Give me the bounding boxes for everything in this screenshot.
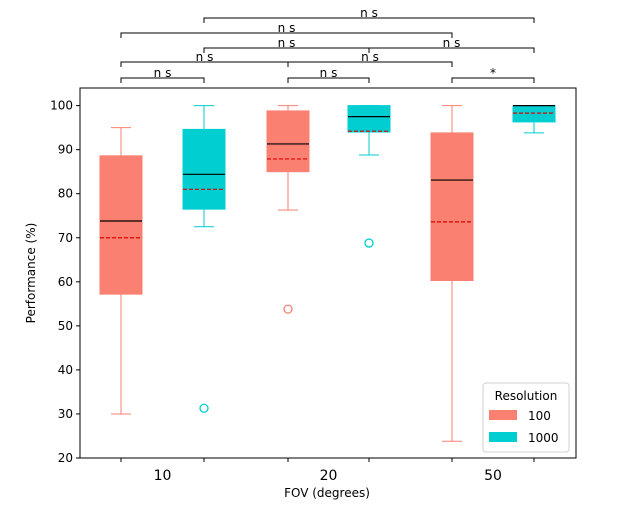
y-tick-label-30: 30 xyxy=(58,407,73,421)
significance-label-0: n s xyxy=(154,66,172,80)
legend-swatch-100 xyxy=(489,410,517,420)
significance-bracket-7 xyxy=(120,32,453,38)
y-tick-label-70: 70 xyxy=(58,231,73,245)
box-res-100-fov-50 xyxy=(430,132,474,281)
significance-label-4: n s xyxy=(361,50,379,64)
x-category-label-10: 10 xyxy=(154,468,172,484)
significance-label-8: n s xyxy=(360,6,378,20)
outlier-res-1000-fov-10-0 xyxy=(199,403,209,413)
box-res-1000-fov-10 xyxy=(182,128,226,210)
significance-bracket-6 xyxy=(368,47,535,53)
significance-bracket-1 xyxy=(287,77,370,83)
legend-label-1000: 1000 xyxy=(528,431,559,445)
legend-swatch-1000 xyxy=(489,432,517,442)
significance-bracket-8 xyxy=(203,17,535,23)
x-axis-label: FOV (degrees) xyxy=(284,486,370,500)
y-tick-label-100: 100 xyxy=(50,99,73,113)
legend: Resolution 100 1000 xyxy=(482,382,570,453)
box-res-100-fov-20 xyxy=(266,110,310,173)
y-tick-label-60: 60 xyxy=(58,275,73,289)
box-res-1000-fov-50 xyxy=(512,105,556,123)
box-res-1000-fov-20 xyxy=(347,105,391,133)
y-tick-label-50: 50 xyxy=(58,319,73,333)
significance-label-3: n s xyxy=(196,50,214,64)
x-axis: 10 20 50 xyxy=(120,458,535,484)
y-axis: 20 30 40 50 60 70 80 90 100 xyxy=(50,99,80,465)
plot-content xyxy=(99,105,556,442)
y-tick-label-40: 40 xyxy=(58,363,73,377)
x-category-label-20: 20 xyxy=(320,468,338,484)
significance-label-7: n s xyxy=(278,21,296,35)
box-res-100-fov-10 xyxy=(99,155,143,295)
outlier-res-100-fov-20-0 xyxy=(283,304,293,314)
outlier-res-1000-fov-20-0 xyxy=(364,238,374,248)
legend-label-100: 100 xyxy=(528,409,551,423)
y-tick-label-80: 80 xyxy=(58,187,73,201)
x-category-label-50: 50 xyxy=(484,468,502,484)
significance-label-6: n s xyxy=(443,36,461,50)
y-axis-label: Performance (%) xyxy=(24,223,38,324)
legend-title: Resolution xyxy=(495,389,558,403)
significance-bracket-4 xyxy=(287,61,453,67)
y-tick-label-90: 90 xyxy=(58,143,73,157)
significance-bracket-0 xyxy=(120,77,205,83)
y-tick-label-20: 20 xyxy=(58,451,73,465)
significance-label-2: * xyxy=(490,66,496,80)
significance-bracket-2 xyxy=(451,77,535,83)
significance-label-1: n s xyxy=(320,66,338,80)
plot-frame xyxy=(79,87,577,459)
significance-label-5: n s xyxy=(278,36,296,50)
